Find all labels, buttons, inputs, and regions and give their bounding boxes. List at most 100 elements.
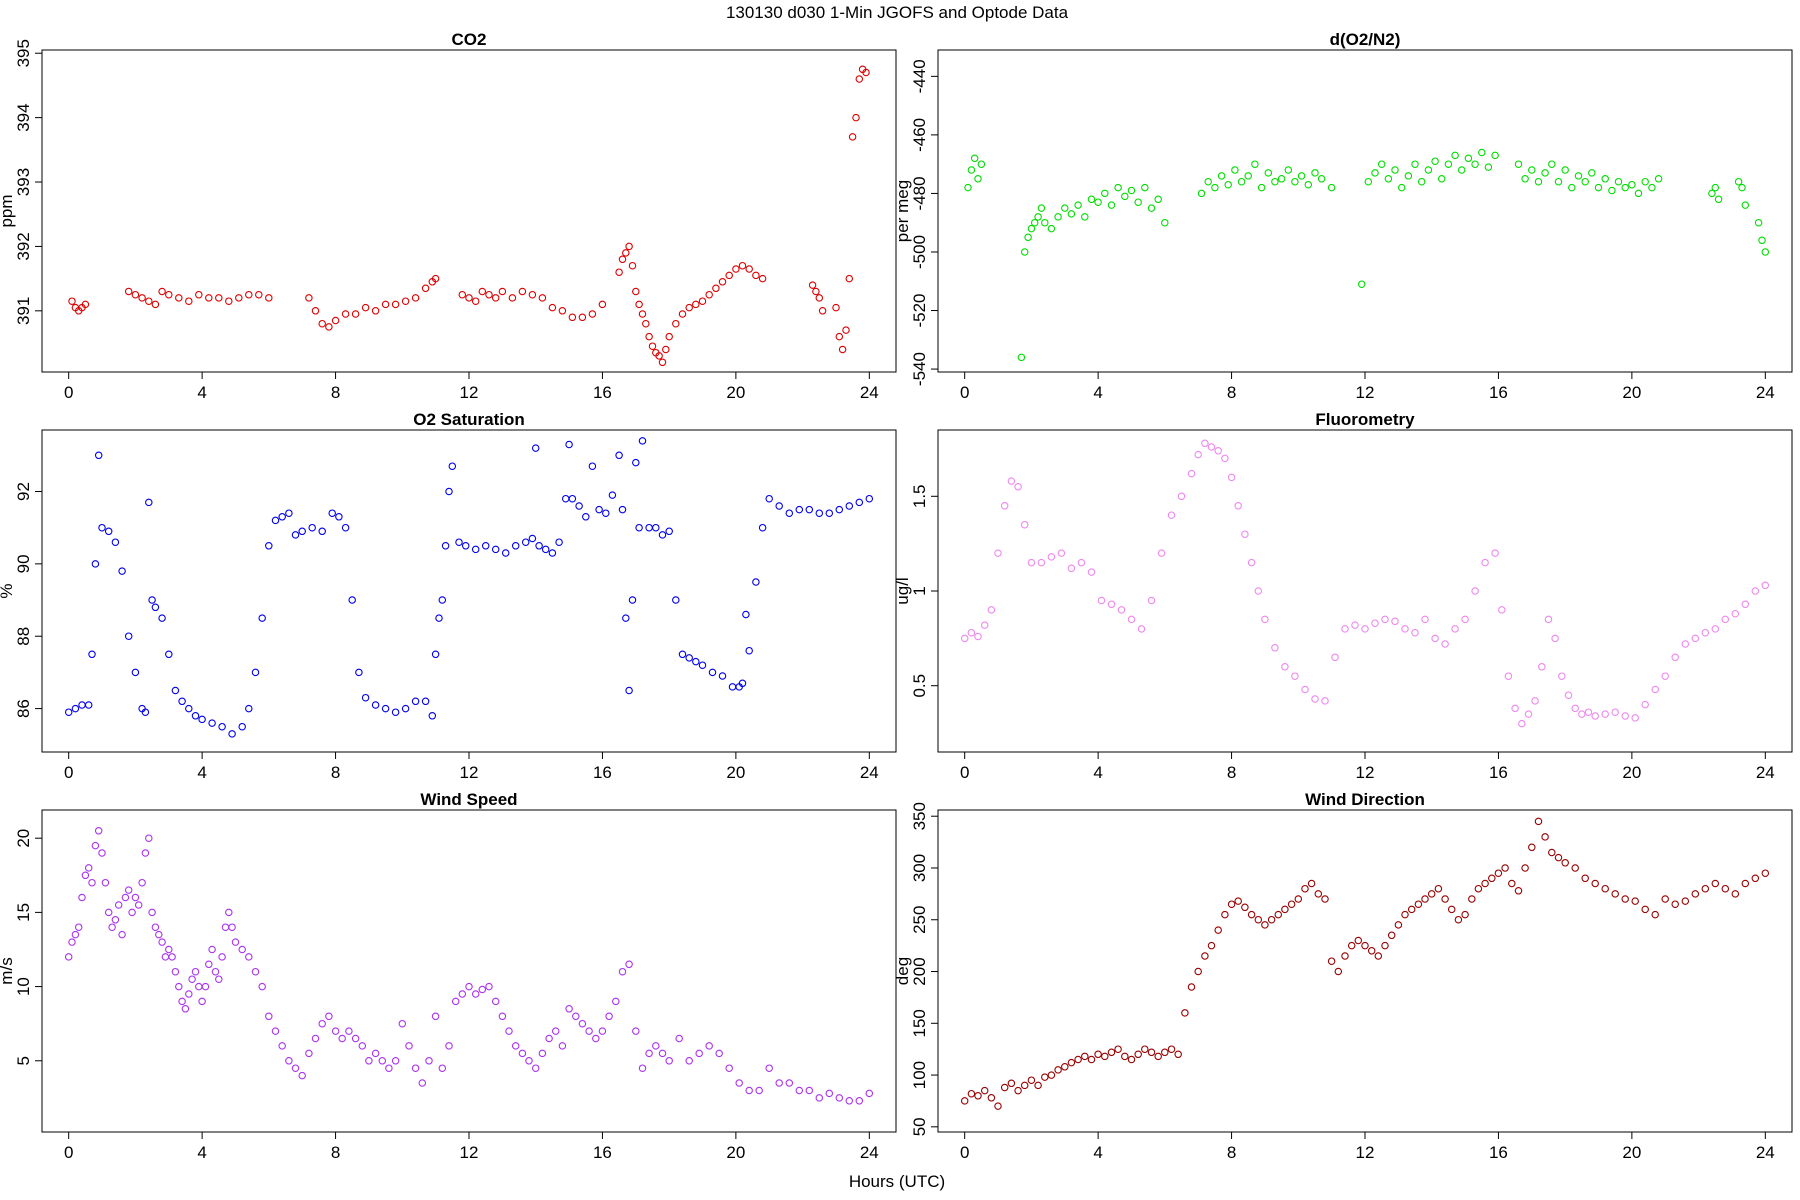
data-point: [595, 505, 603, 514]
data-point: [1014, 1086, 1022, 1095]
data-point: [1301, 685, 1309, 694]
data-point: [198, 715, 206, 724]
data-point: [672, 596, 680, 604]
data-point: [528, 534, 537, 543]
data-point: [265, 542, 273, 550]
y-tick-label: 300: [910, 854, 929, 882]
data-point: [835, 505, 844, 514]
data-point: [1614, 177, 1623, 186]
data-point: [168, 953, 176, 961]
data-point: [1081, 1052, 1089, 1061]
data-point: [91, 560, 100, 568]
data-point: [1081, 213, 1089, 221]
x-tick-label: 16: [593, 763, 612, 782]
data-point: [1741, 201, 1750, 209]
data-point: [1267, 915, 1276, 924]
data-point: [318, 527, 326, 536]
data-point: [1357, 280, 1366, 288]
data-point: [271, 516, 280, 525]
data-point: [1277, 175, 1286, 183]
data-point: [1067, 1058, 1076, 1067]
data-point: [1341, 625, 1349, 633]
data-point: [161, 953, 170, 961]
data-point: [141, 708, 150, 716]
y-axis-label: ppm: [0, 194, 16, 227]
data-point: [1394, 921, 1403, 929]
data-point: [685, 303, 693, 312]
data-point: [1097, 596, 1106, 605]
data-point: [1241, 530, 1249, 538]
data-point: [1067, 564, 1076, 573]
x-tick-label: 12: [1356, 763, 1375, 782]
plot-frame: [937, 429, 1793, 753]
data-point: [84, 701, 93, 709]
x-tick-label: 24: [860, 1143, 879, 1162]
data-point: [977, 160, 986, 168]
data-point: [325, 323, 333, 331]
data-point: [718, 278, 727, 286]
x-tick-label: 4: [197, 383, 206, 402]
data-point: [1020, 1081, 1029, 1090]
data-point: [411, 294, 420, 302]
data-point: [1628, 180, 1636, 189]
x-tick-label: 20: [726, 383, 745, 402]
data-point: [845, 1097, 854, 1105]
data-point: [1661, 895, 1669, 903]
data-point: [94, 451, 103, 460]
data-point: [1327, 957, 1336, 965]
data-point: [145, 297, 153, 305]
data-point: [1581, 177, 1589, 186]
data-point: [1441, 895, 1449, 903]
data-point: [1327, 183, 1336, 192]
data-point: [111, 916, 120, 924]
data-point: [1204, 177, 1212, 186]
data-point: [498, 1012, 507, 1021]
panels: CO2 ppm 0 4 8 12 16 20 24 391 392 393 394 395 d(O2/N2)…: [0, 30, 1793, 1162]
data-point: [1621, 895, 1629, 903]
data-point: [1127, 615, 1136, 624]
data-point: [1751, 874, 1760, 883]
data-point: [1508, 879, 1516, 888]
data-point: [491, 997, 500, 1006]
data-point: [134, 901, 143, 909]
data-point: [331, 316, 340, 325]
data-point: [678, 310, 687, 318]
data-point: [1384, 175, 1393, 183]
data-point: [994, 1102, 1002, 1110]
data-point: [145, 834, 153, 842]
data-point: [1731, 609, 1740, 618]
data-point: [461, 542, 470, 550]
data-point: [318, 1019, 326, 1028]
data-point: [171, 686, 180, 695]
data-point: [455, 538, 463, 546]
data-point: [1407, 905, 1416, 914]
data-point: [1711, 879, 1720, 888]
x-tick-label: 20: [1622, 1143, 1641, 1162]
data-point: [1381, 615, 1389, 624]
data-point: [825, 1089, 834, 1098]
y-tick-label: 20: [14, 829, 33, 848]
data-point: [525, 1057, 533, 1065]
data-point: [1101, 189, 1109, 198]
x-tick-label: 0: [64, 383, 73, 402]
x-axis-label: Hours (UTC): [849, 1172, 945, 1191]
y-axis-label: %: [0, 583, 16, 598]
data-point: [1281, 663, 1289, 671]
data-point: [752, 578, 760, 586]
data-point: [598, 300, 607, 309]
data-point: [1558, 672, 1566, 680]
data-point: [1488, 874, 1496, 883]
data-point: [545, 1034, 553, 1043]
data-point: [1548, 160, 1556, 168]
data-point: [271, 1027, 280, 1035]
data-point: [1648, 183, 1656, 192]
figure-title: 130130 d030 1-Min JGOFS and Optode Data: [726, 3, 1069, 22]
data-point: [1581, 874, 1589, 883]
data-point: [1194, 967, 1202, 976]
data-point: [131, 290, 140, 299]
data-point: [835, 332, 844, 341]
data-point: [1371, 169, 1379, 177]
x-tick-label: 24: [860, 763, 879, 782]
data-point: [1538, 663, 1546, 671]
x-tick-label: 24: [1756, 383, 1775, 402]
